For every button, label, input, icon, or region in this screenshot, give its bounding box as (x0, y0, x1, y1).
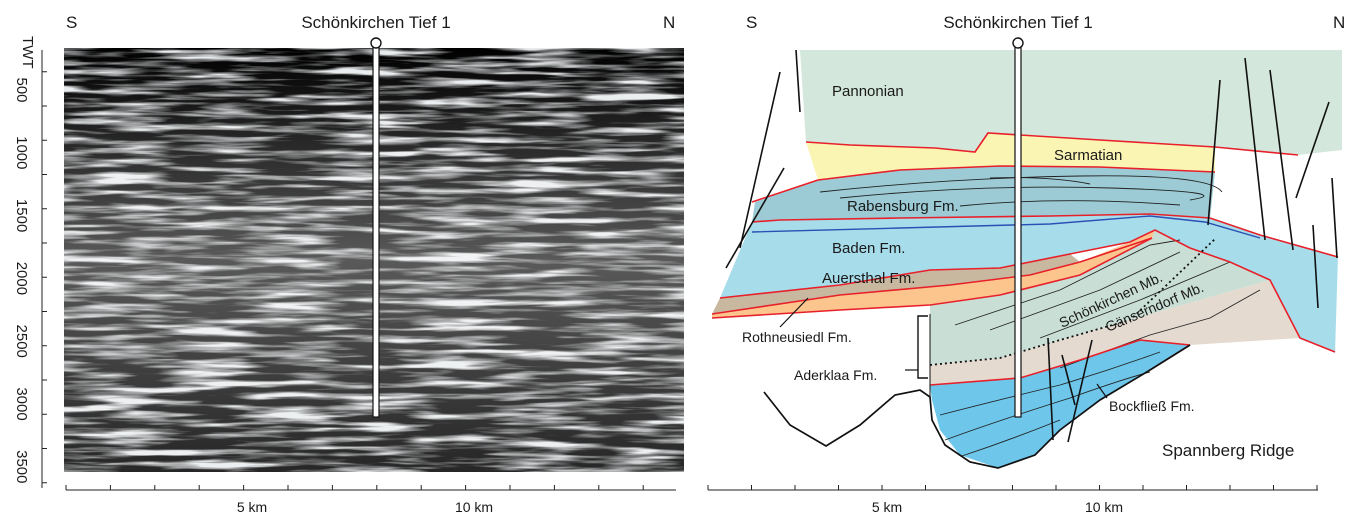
bockfliess-unit (930, 340, 1190, 468)
label-rothneusiedl: Rothneusiedl Fm. (742, 329, 852, 345)
right-well-head (1012, 37, 1024, 49)
twt-tick-label: 3000 (13, 387, 30, 420)
basement-outline (763, 344, 1191, 469)
rothneusiedl-leader (779, 297, 809, 328)
twt-tick-label: 2000 (13, 262, 30, 295)
label-rabensburg: Rabensburg Fm. (847, 198, 959, 215)
rothneusiedl-unit (712, 230, 1155, 318)
aderklaa-bracket (917, 315, 928, 379)
right-well-name: Schönkirchen Tief 1 (943, 13, 1092, 32)
sarmatian-unit (806, 133, 1215, 180)
twt-tick-label: 3500 (13, 450, 30, 483)
left-well-head (370, 37, 382, 49)
pannonian-unit (800, 50, 1342, 155)
right-south-label: S (746, 13, 757, 32)
label-aderklaa: Aderklaa Fm. (794, 367, 877, 383)
right-distance-axis: 5 km 10 km (707, 485, 1318, 515)
twt-tick-label: 1500 (13, 199, 30, 232)
left-tick-10km: 10 km (455, 499, 493, 515)
twt-tick-label: 2500 (13, 325, 30, 358)
member-boundary-dotted (929, 237, 1217, 366)
rabensburg-unit (752, 166, 1215, 222)
interpretation-panel: S Schönkirchen Tief 1 N (707, 13, 1345, 515)
label-bockfliess: Bockfließ Fm. (1109, 398, 1195, 414)
twt-tick-label: 1000 (13, 136, 30, 169)
faults (725, 49, 1338, 443)
right-well-borehole (1014, 46, 1022, 418)
label-auersthal: Auersthal Fm. (822, 270, 915, 287)
twt-tick-label: 500 (13, 77, 30, 102)
label-spannberg-ridge: Spannberg Ridge (1162, 441, 1294, 460)
internal-reflectors (819, 175, 1261, 457)
left-distance-axis: 5 km 10 km (65, 485, 676, 515)
left-north-label: N (663, 13, 675, 32)
bockfliess-leader (1096, 383, 1108, 399)
left-well-name: Schönkirchen Tief 1 (301, 13, 450, 32)
left-well-borehole (372, 46, 380, 418)
baden-unit (720, 214, 1338, 352)
seismic-panel: S Schönkirchen Tief 1 N TWT 500 1000 1500 2… (13, 13, 684, 515)
left-south-label: S (66, 13, 77, 32)
right-tick-10km: 10 km (1085, 499, 1123, 515)
formation-boundaries (711, 132, 1339, 386)
blue-horizon (751, 215, 1261, 239)
label-pannonian: Pannonian (832, 83, 904, 100)
twt-axis-title: TWT (19, 36, 36, 68)
label-sarmatian: Sarmatian (1054, 147, 1122, 164)
left-tick-5km: 5 km (237, 499, 267, 515)
twt-axis: TWT 500 1000 1500 2000 2500 3000 3500 (13, 36, 47, 488)
right-tick-5km: 5 km (872, 499, 902, 515)
label-baden: Baden Fm. (832, 240, 905, 257)
aderklaa-unit (930, 280, 1300, 385)
right-north-label: N (1333, 13, 1345, 32)
